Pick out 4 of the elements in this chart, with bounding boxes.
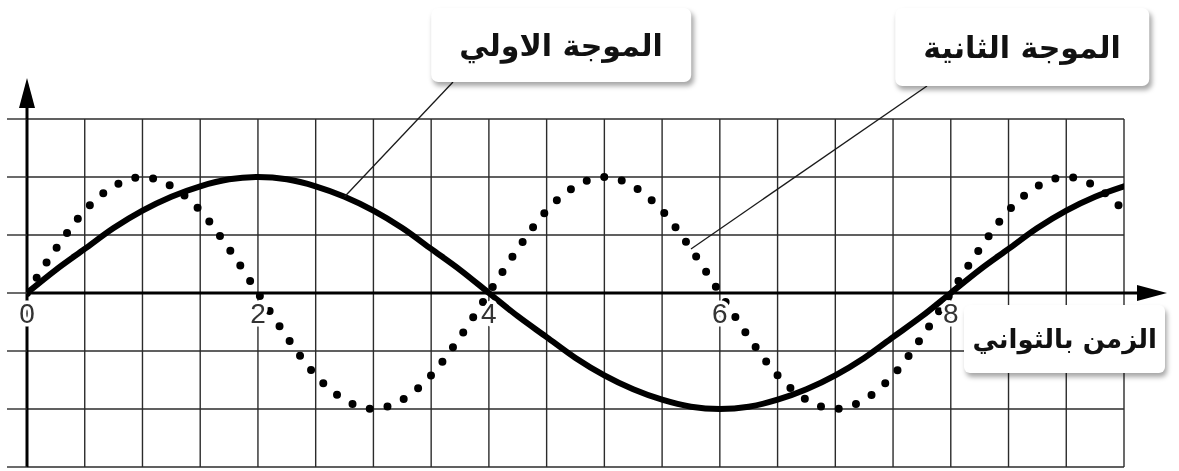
callout-box: الموجة الثانية bbox=[895, 8, 1149, 86]
label-box: الزمن بالثواني bbox=[964, 305, 1165, 373]
x-axis-title: الزمن بالثواني bbox=[972, 324, 1157, 354]
callout-box: الموجة الاولي bbox=[431, 8, 691, 82]
